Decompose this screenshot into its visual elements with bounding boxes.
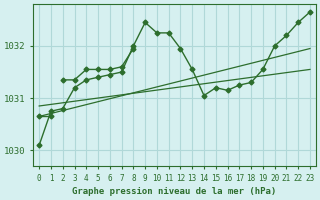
X-axis label: Graphe pression niveau de la mer (hPa): Graphe pression niveau de la mer (hPa) [72, 187, 277, 196]
